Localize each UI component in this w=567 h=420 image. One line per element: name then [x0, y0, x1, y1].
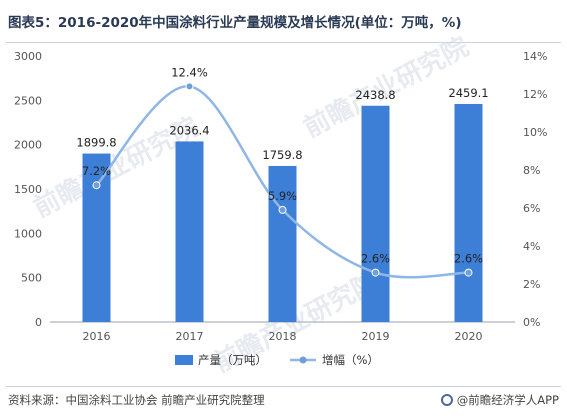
y-right-tick-label: 2%	[523, 278, 540, 291]
brand-credit: @前瞻经济学人APP	[440, 392, 559, 408]
line-value-label: 7.2%	[82, 164, 111, 178]
bar-value-label: 2438.8	[355, 88, 395, 102]
y-right-tick-label: 14%	[523, 50, 547, 63]
source-note: 资料来源：中国涂料工业协会 前瞻产业研究院整理	[8, 393, 265, 407]
line-series	[92, 82, 473, 279]
x-tick-label: 2018	[269, 330, 297, 343]
growth-point	[371, 268, 380, 277]
line-value-label: 5.9%	[268, 189, 297, 203]
data-labels: 1899.8 2036.4 1759.8 2438.8 2459.1 7.2% 12.4% 5…	[76, 65, 488, 265]
y-right-tick-label: 6%	[523, 202, 540, 215]
y-left-tick-label: 1000	[14, 227, 42, 240]
bar	[175, 141, 204, 322]
y-right-tick-label: 8%	[523, 164, 540, 177]
axes: 0 500 1000 1500 2000 2500 3000 0% 2% 4% 6% 8% 10% 12%…	[14, 50, 547, 343]
y-left-tick-label: 2500	[14, 94, 42, 107]
brand-label: @前瞻经济学人APP	[456, 393, 559, 407]
line-value-label: 2.6%	[361, 252, 390, 266]
y-left-tick-label: 2000	[14, 139, 42, 152]
bar-series	[82, 103, 483, 322]
y-right-tick-label: 4%	[523, 240, 540, 253]
chart-title: 图表5：2016-2020年中国涂料行业产量规模及增长情况(单位：万吨，%)	[8, 15, 462, 31]
bar	[82, 153, 111, 322]
brand-logo-icon	[440, 394, 453, 406]
x-tick-label: 2019	[362, 330, 390, 343]
growth-point	[185, 82, 194, 91]
footer-divider	[6, 386, 561, 387]
bar	[454, 103, 483, 322]
title-divider	[6, 42, 561, 43]
bar	[268, 165, 297, 322]
bar-value-label: 2459.1	[448, 86, 488, 100]
legend-bar-swatch	[175, 355, 193, 365]
growth-line	[95, 85, 469, 279]
legend-line-label: 增幅（%）	[322, 353, 379, 367]
line-value-label: 2.6%	[454, 252, 483, 266]
y-left-tick-label: 3000	[14, 50, 42, 63]
bar	[361, 105, 390, 322]
legend-line-marker	[299, 356, 307, 364]
bar-value-label: 1759.8	[262, 148, 302, 162]
legend: 产量（万吨） 增幅（%）	[175, 353, 379, 367]
growth-point	[464, 268, 473, 277]
bar-value-label: 2036.4	[169, 123, 209, 137]
legend-bar-label: 产量（万吨）	[198, 353, 267, 367]
x-tick-label: 2016	[83, 330, 111, 343]
line-value-label: 12.4%	[171, 65, 208, 79]
y-left-tick-label: 1500	[14, 183, 42, 196]
x-tick-label: 2017	[176, 330, 204, 343]
growth-point	[278, 205, 287, 214]
y-right-tick-label: 10%	[523, 126, 547, 139]
x-tick-label: 2020	[455, 330, 483, 343]
y-left-tick-label: 0	[35, 316, 42, 329]
y-left-tick-label: 500	[21, 272, 42, 285]
y-right-tick-label: 12%	[523, 88, 547, 101]
y-right-tick-label: 0%	[523, 316, 540, 329]
bar-value-label: 1899.8	[76, 136, 116, 150]
growth-point	[92, 181, 101, 190]
